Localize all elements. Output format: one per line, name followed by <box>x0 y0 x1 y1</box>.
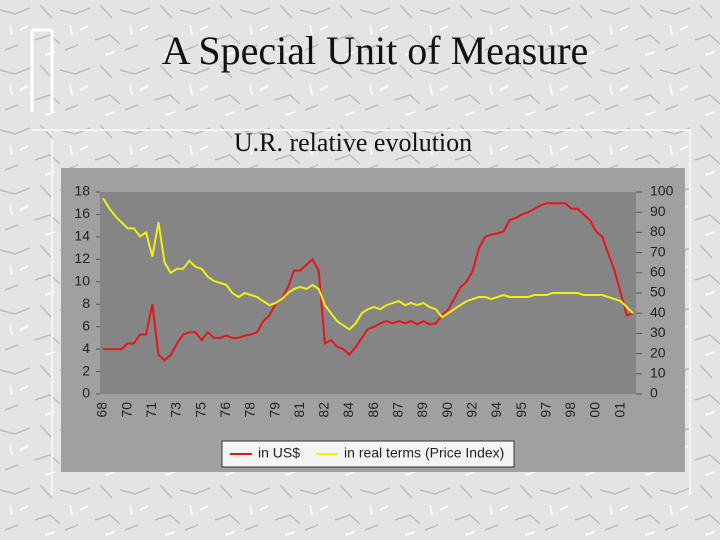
x-tick-label: 87 <box>390 402 406 418</box>
x-tick-label: 95 <box>513 402 529 418</box>
x-tick-label: 79 <box>266 402 282 418</box>
y-tick-label: 10 <box>74 272 90 288</box>
x-tick-label: 73 <box>168 402 184 418</box>
x-tick-label: 89 <box>414 402 430 418</box>
legend-label: in US$ <box>258 445 300 461</box>
y-tick-label: 8 <box>82 295 90 311</box>
x-tick-label: 84 <box>340 402 356 418</box>
frame <box>32 129 691 495</box>
x-tick-label: 92 <box>463 402 479 418</box>
y-tick-label: 16 <box>74 205 90 221</box>
y2-tick-label: 60 <box>650 264 666 280</box>
x-tick-label: 90 <box>439 402 455 418</box>
x-tick-label: 81 <box>291 402 307 418</box>
y-tick-label: 0 <box>82 385 90 401</box>
frame <box>30 28 54 112</box>
y2-tick-label: 100 <box>650 183 674 199</box>
y2-tick-label: 40 <box>650 304 666 320</box>
series-line <box>103 202 634 362</box>
legend-box <box>221 440 515 468</box>
x-tick-label: 00 <box>587 402 603 418</box>
x-tick-label: 82 <box>316 402 332 418</box>
y2-tick-label: 10 <box>650 365 666 381</box>
series-line <box>102 197 634 331</box>
y2-tick-label: 90 <box>650 203 666 219</box>
x-tick-label: 01 <box>611 402 627 418</box>
y2-tick-label: 70 <box>650 243 666 259</box>
x-tick-label: 76 <box>217 402 233 418</box>
x-tick-label: 78 <box>242 402 258 418</box>
x-tick-label: 71 <box>143 402 159 418</box>
slide-title: A Special Unit of Measure <box>162 28 589 73</box>
y-tick-label: 18 <box>74 183 90 199</box>
y2-tick-label: 50 <box>650 284 666 300</box>
x-tick-label: 98 <box>562 402 578 418</box>
y2-tick-label: 80 <box>650 223 666 239</box>
y-tick-label: 12 <box>74 250 90 266</box>
y2-tick-label: 20 <box>650 344 666 360</box>
x-tick-label: 75 <box>192 402 208 418</box>
x-tick-label: 86 <box>365 402 381 418</box>
chart-subtitle: U.R. relative evolution <box>234 128 472 157</box>
plot-area <box>100 192 636 394</box>
x-tick-label: 97 <box>537 402 553 418</box>
y2-tick-label: 0 <box>650 385 658 401</box>
y2-tick-label: 30 <box>650 324 666 340</box>
y-tick-label: 14 <box>74 228 90 244</box>
x-tick-label: 70 <box>118 402 134 418</box>
y-tick-label: 4 <box>82 340 90 356</box>
x-tick-label: 94 <box>488 402 504 418</box>
x-tick-label: 68 <box>94 402 110 418</box>
legend-label: in real terms (Price Index) <box>344 445 504 461</box>
y-tick-label: 6 <box>82 317 90 333</box>
y-tick-label: 2 <box>82 362 90 378</box>
